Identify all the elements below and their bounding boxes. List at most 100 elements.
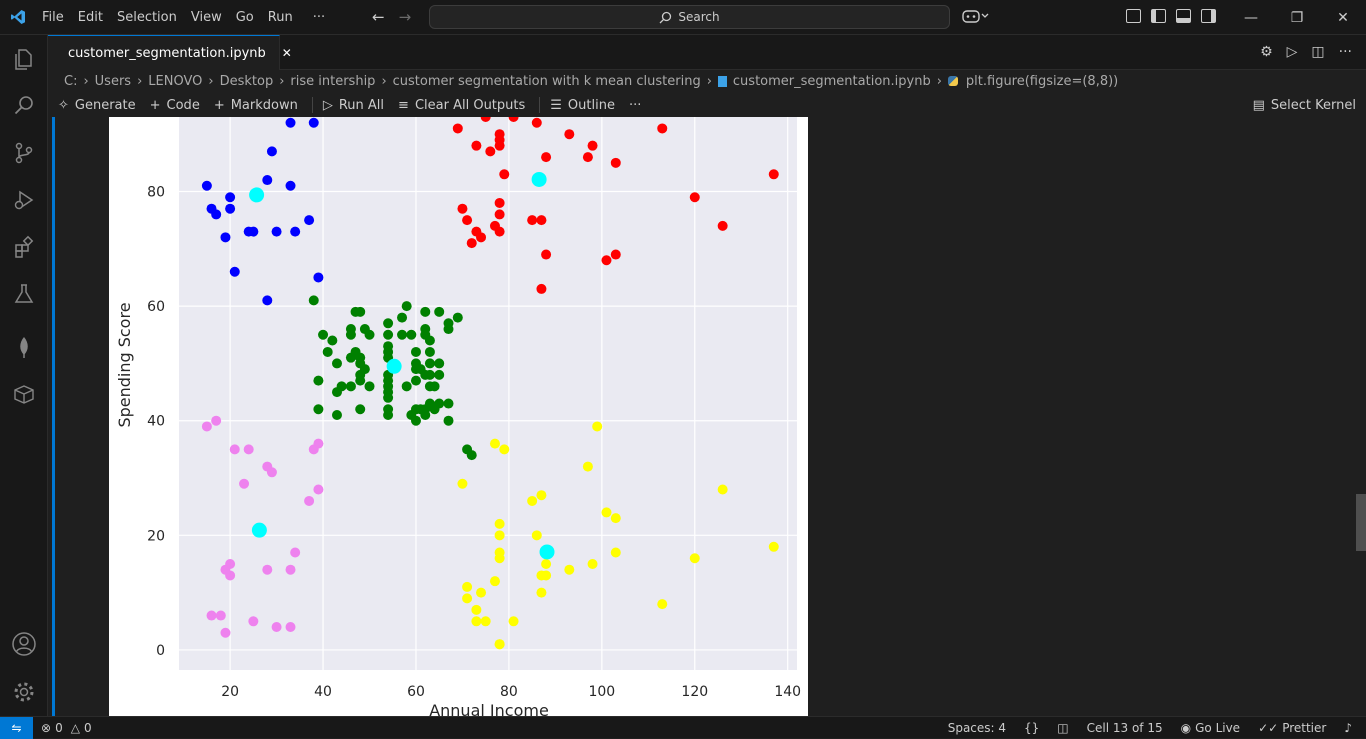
- data-point: [383, 381, 394, 392]
- add-markdown-button[interactable]: + Markdown: [214, 98, 298, 113]
- tab-close-icon[interactable]: ✕: [281, 46, 292, 60]
- generate-button[interactable]: ✧ Generate: [58, 98, 136, 113]
- menu-file[interactable]: File: [42, 9, 64, 25]
- y-tick-label: 60: [147, 299, 165, 315]
- window-controls: — ❐ ✕: [1228, 0, 1366, 35]
- problems-indicator[interactable]: ⊗ 0 △ 0: [41, 721, 92, 735]
- package-box-icon[interactable]: [0, 370, 48, 418]
- settings-gear-icon[interactable]: ⚙: [1260, 44, 1273, 60]
- centroid-point: [531, 171, 547, 187]
- data-point: [462, 215, 473, 226]
- plot-area: [179, 117, 797, 670]
- data-point: [397, 329, 408, 340]
- breadcrumb-item[interactable]: LENOVO: [148, 73, 203, 89]
- breadcrumb-item[interactable]: customer_segmentation.ipynb: [732, 73, 931, 89]
- toggle-panel-icon[interactable]: [1176, 9, 1191, 23]
- copilot-icon[interactable]: [962, 8, 990, 28]
- data-point: [610, 157, 621, 168]
- add-code-button[interactable]: + Code: [150, 98, 200, 113]
- minimize-icon[interactable]: —: [1244, 9, 1258, 26]
- breadcrumb-item[interactable]: rise intership: [290, 73, 376, 89]
- data-point: [424, 346, 435, 357]
- explorer-icon[interactable]: [0, 35, 48, 83]
- tab-customer-segmentation[interactable]: customer_segmentation.ipynb ✕: [48, 35, 292, 70]
- outline-button[interactable]: ☰ Outline: [550, 98, 615, 113]
- breadcrumb-item[interactable]: C:: [64, 73, 78, 89]
- data-point: [457, 478, 468, 489]
- clear-outputs-button[interactable]: ≡ Clear All Outputs: [398, 98, 525, 113]
- menu-more[interactable]: ···: [312, 9, 326, 25]
- data-point: [201, 421, 212, 432]
- centroid-point: [251, 522, 267, 538]
- close-window-icon[interactable]: ✕: [1337, 9, 1349, 26]
- more-actions-icon[interactable]: ···: [1338, 44, 1352, 60]
- breadcrumb-item[interactable]: Desktop: [219, 73, 274, 89]
- x-tick-label: 120: [681, 684, 708, 700]
- status-bar: ⇋ ⊗ 0 △ 0 Spaces: 4 {} ◫ Cell 13 of 15 ◉ Go…: [0, 716, 1366, 739]
- toggle-secondary-sidebar-icon[interactable]: [1201, 9, 1216, 23]
- menu-selection[interactable]: Selection: [116, 9, 177, 25]
- menu-run[interactable]: Run: [267, 9, 293, 25]
- data-point: [457, 203, 468, 214]
- data-point: [494, 209, 505, 220]
- data-point: [494, 553, 505, 564]
- cell-position-status[interactable]: Cell 13 of 15: [1086, 721, 1163, 735]
- run-play-icon[interactable]: ▷: [1286, 44, 1298, 60]
- search-view-icon[interactable]: [0, 82, 48, 130]
- remote-indicator-icon[interactable]: ⇋: [0, 716, 33, 739]
- data-point: [331, 409, 342, 420]
- split-editor-icon[interactable]: ◫: [1311, 44, 1325, 60]
- notebook-editor: 20 40 60 80 100 120 140 0 20 40 60 80 Annual Income…: [48, 117, 1366, 716]
- copilot-status-icon[interactable]: ◫: [1057, 721, 1069, 735]
- run-all-button[interactable]: ▷ Run All: [323, 98, 384, 113]
- select-kernel-button[interactable]: ▤ Select Kernel: [1253, 93, 1356, 117]
- account-icon[interactable]: [0, 620, 48, 668]
- error-icon: ⊗: [41, 720, 52, 735]
- toolbar-more-button[interactable]: ···: [629, 98, 641, 113]
- breadcrumb-item[interactable]: plt.figure(figsize=(8,8)): [965, 73, 1119, 89]
- forward-arrow-icon[interactable]: →: [398, 8, 412, 26]
- data-point: [313, 484, 324, 495]
- go-live-button[interactable]: ◉ Go Live: [1181, 721, 1240, 735]
- customize-layout-icon[interactable]: [1126, 9, 1141, 23]
- run-debug-icon[interactable]: [0, 176, 48, 224]
- generate-label: Generate: [74, 97, 136, 113]
- centroid-point: [249, 187, 265, 203]
- breadcrumb-item[interactable]: customer segmentation with k mean cluste…: [392, 73, 701, 89]
- data-point: [327, 335, 338, 346]
- data-point: [225, 558, 236, 569]
- data-point: [531, 117, 542, 128]
- data-point: [308, 117, 319, 128]
- data-point: [541, 570, 552, 581]
- centroid-point: [386, 358, 402, 374]
- editor-scrollbar-thumb[interactable]: [1356, 494, 1366, 551]
- data-point: [410, 375, 421, 386]
- menu-go[interactable]: Go: [235, 9, 254, 25]
- data-point: [466, 450, 477, 461]
- indentation-status[interactable]: Spaces: 4: [947, 721, 1007, 735]
- source-control-icon[interactable]: [0, 129, 48, 177]
- command-center-search[interactable]: Search: [429, 5, 950, 29]
- extensions-icon[interactable]: [0, 223, 48, 271]
- run-all-label: Run All: [338, 97, 385, 113]
- back-arrow-icon[interactable]: ←: [372, 8, 385, 26]
- data-point: [248, 226, 259, 237]
- braces-icon[interactable]: {}: [1024, 721, 1040, 735]
- data-point: [262, 564, 273, 575]
- manage-gear-icon[interactable]: [0, 668, 48, 716]
- data-point: [424, 335, 435, 346]
- data-point: [471, 616, 482, 627]
- data-point: [531, 530, 542, 541]
- restore-icon[interactable]: ❐: [1290, 9, 1304, 26]
- testing-flask-icon[interactable]: [0, 270, 48, 318]
- menu-edit[interactable]: Edit: [77, 9, 103, 25]
- data-point: [601, 255, 612, 266]
- notifications-bell-icon[interactable]: ♪: [1344, 721, 1352, 735]
- mongodb-leaf-icon[interactable]: [0, 323, 48, 371]
- data-point: [582, 152, 593, 163]
- data-point: [527, 495, 538, 506]
- breadcrumb-item[interactable]: Users: [94, 73, 132, 89]
- menu-view[interactable]: View: [190, 9, 222, 25]
- prettier-button[interactable]: ✓✓ Prettier: [1258, 721, 1326, 735]
- toggle-primary-sidebar-icon[interactable]: [1151, 9, 1166, 23]
